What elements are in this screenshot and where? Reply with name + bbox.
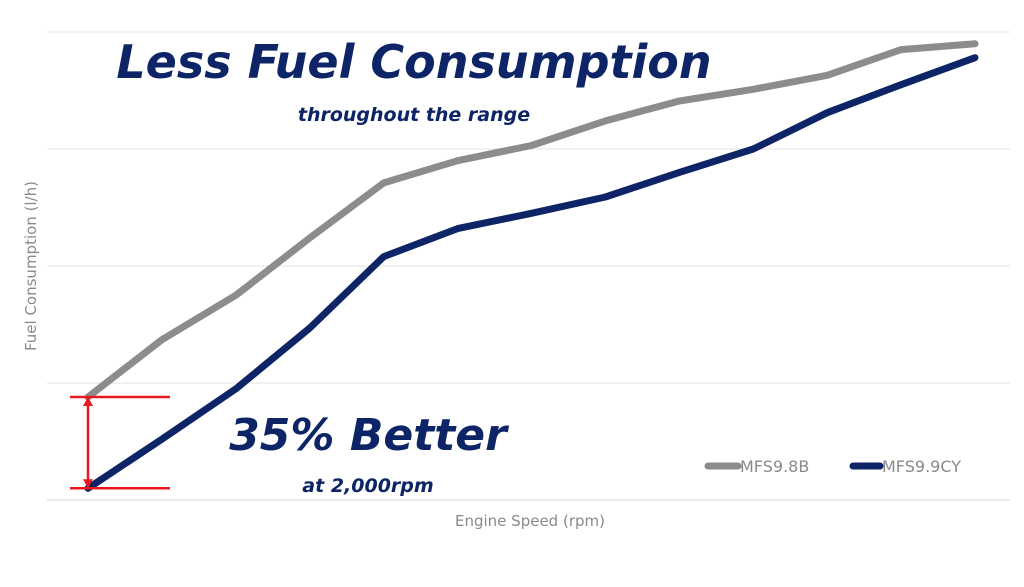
legend-label-mfs98b: MFS9.8B xyxy=(740,457,809,476)
difference-marker xyxy=(70,395,170,490)
chart-title: Less Fuel Consumption xyxy=(116,35,711,89)
x-axis-title: Engine Speed (rpm) xyxy=(455,512,605,530)
chart-subtitle: throughout the range xyxy=(298,104,530,126)
legend: MFS9.8B MFS9.9CY xyxy=(704,457,961,476)
series-line-mfs99cy xyxy=(84,54,979,492)
marker-arrow-up xyxy=(83,397,93,407)
annotation-headline: 35% Better xyxy=(229,410,509,461)
gridlines xyxy=(47,31,1010,501)
series-line-mfs98b xyxy=(84,40,979,401)
y-axis-title: Fuel Consumption (l/h) xyxy=(22,181,40,351)
marker-arrow-down xyxy=(83,479,93,489)
annotation-subline: at 2,000rpm xyxy=(302,475,433,497)
series-layer xyxy=(84,40,979,492)
legend-label-mfs99cy: MFS9.9CY xyxy=(882,457,961,476)
